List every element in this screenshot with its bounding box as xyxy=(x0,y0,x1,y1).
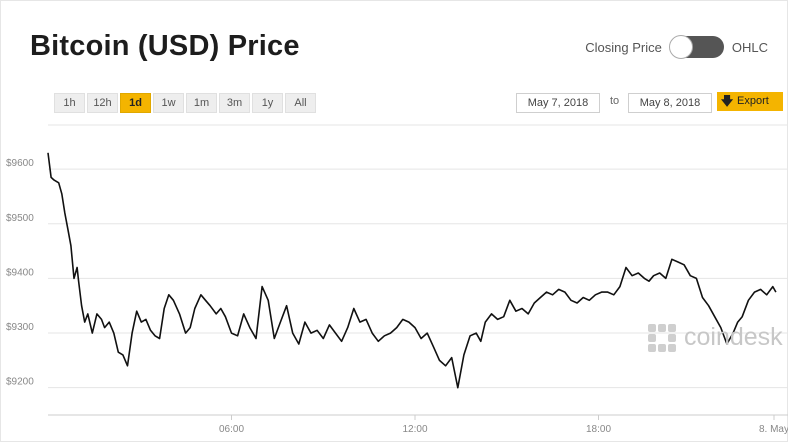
range-button-12h[interactable]: 12h xyxy=(87,93,118,113)
grid-lines xyxy=(48,124,788,416)
toggle-knob[interactable] xyxy=(668,35,693,59)
ohlc-label: OHLC xyxy=(731,39,768,55)
range-button-all[interactable]: All xyxy=(285,93,316,113)
range-button-1w[interactable]: 1w xyxy=(153,93,184,113)
page-title: Bitcoin (USD) Price xyxy=(30,30,300,62)
x-tick-label: 8. May xyxy=(759,424,788,435)
export-button[interactable]: 🡇 Export xyxy=(717,92,783,111)
range-button-group: 1h 12h 1d 1w 1m 3m 1y All xyxy=(54,93,316,113)
x-tick-label: 18:00 xyxy=(586,424,611,435)
range-button-3m[interactable]: 3m xyxy=(219,93,250,113)
date-separator: to xyxy=(610,95,620,107)
price-chart: $9200 $9300 $9400 $9500 $9600 06:00 12:00 18:0… xyxy=(6,124,788,435)
y-tick-label: $9200 xyxy=(6,377,34,388)
download-arrow-icon: 🡇 xyxy=(720,94,734,108)
y-tick-label: $9600 xyxy=(6,158,34,169)
date-to-field[interactable]: May 8, 2018 xyxy=(628,93,712,113)
watermark-text: coindesk xyxy=(684,323,783,351)
date-from-field[interactable]: May 7, 2018 xyxy=(516,93,600,113)
y-tick-label: $9400 xyxy=(6,267,34,278)
range-button-1d[interactable]: 1d xyxy=(120,93,151,113)
y-tick-label: $9300 xyxy=(6,322,34,333)
range-button-1y[interactable]: 1y xyxy=(252,93,283,113)
chart-mode-toggle-group: Closing Price OHLC xyxy=(585,35,768,59)
x-tick-label: 12:00 xyxy=(402,424,427,435)
range-button-1h[interactable]: 1h xyxy=(54,93,85,113)
range-button-1m[interactable]: 1m xyxy=(186,93,217,113)
export-label: Export xyxy=(737,95,769,107)
x-tick-label: 06:00 xyxy=(219,424,244,435)
chart-mode-toggle[interactable] xyxy=(668,35,724,59)
coindesk-logo-icon xyxy=(648,323,676,352)
y-axis-ticks: $9200 $9300 $9400 $9500 $9600 xyxy=(6,158,34,388)
x-axis-ticks: 06:00 12:00 18:00 8. May xyxy=(219,415,788,435)
price-series-line xyxy=(47,152,777,389)
closing-price-label: Closing Price xyxy=(585,39,662,55)
coindesk-watermark: coindesk xyxy=(648,323,783,352)
y-tick-label: $9500 xyxy=(6,213,34,224)
